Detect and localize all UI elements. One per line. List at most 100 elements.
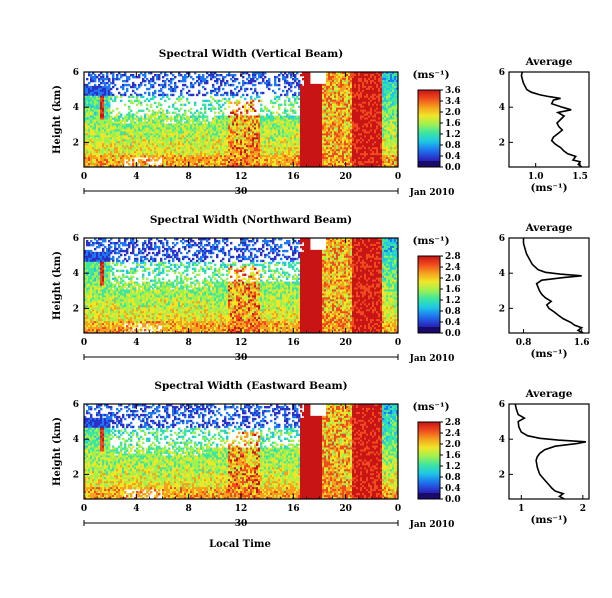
heatmap-cell [164,100,166,102]
heatmap-cell [154,82,156,84]
heatmap-cell [226,94,228,96]
heatmap-cell [238,108,240,110]
heatmap-cell [174,76,176,78]
heatmap-cell [242,76,244,78]
heatmap-cell [254,84,256,86]
heatmap-cell [174,90,176,92]
heatmap-cell [124,104,126,106]
heatmap-cell [140,104,142,106]
heatmap-cell [124,94,126,96]
heatmap-cell [254,110,256,112]
heatmap-cell [86,78,88,80]
heatmap-cell [232,84,234,86]
heatmap-cell [144,84,146,86]
heatmap-cell [198,92,200,94]
heatmap-cell [170,82,172,84]
heatmap-cell [214,112,216,114]
heatmap-cell [114,100,116,102]
heatmap-cell [128,78,130,80]
heatmap-cell [168,112,170,114]
heatmap-cell [164,86,166,88]
heatmap-cell [242,94,244,96]
heatmap-cell [236,86,238,88]
heatmap-cell [228,106,230,108]
heatmap-cell [206,92,208,94]
heatmap-cell [216,94,218,96]
heatmap-cell [262,92,264,94]
heatmap-cell [192,94,194,96]
heatmap-cell [142,96,144,98]
heatmap-cell [180,108,182,110]
heatmap-cell [174,102,176,104]
heatmap-cell [166,74,168,76]
heatmap-cell [122,88,124,90]
heatmap-cell [116,88,118,90]
heatmap-cell [188,90,190,92]
heatmap-cell [274,92,276,94]
heatmap-cell [114,84,116,86]
heatmap-cell [278,80,280,82]
heatmap-cell [148,110,150,112]
heatmap-cell [146,104,148,106]
heatmap-cell [132,96,134,98]
heatmap-cell [278,108,280,110]
figure: Spectral Width (Vertical Beam)0 4 8 12 16 20 0… [0,0,612,598]
heatmap-cell [220,84,222,86]
heatmap-cell [154,92,156,94]
heatmap-cell [238,102,240,104]
heatmap-cell [258,96,260,98]
heatmap-cell [246,88,248,90]
heatmap-cell [142,110,144,112]
heatmap-cell [268,88,270,90]
heatmap-cell [94,80,96,82]
heatmap-cell [214,108,216,110]
heatmap-cell [116,108,118,110]
heatmap-cell [194,104,196,106]
heatmap-cell [218,90,220,92]
heatmap-cell [284,104,286,106]
heatmap-cell [154,96,156,98]
heatmap [84,72,398,167]
heatmap-cell [172,94,174,96]
heatmap-cell [280,94,282,96]
heatmap-cell [236,78,238,80]
heatmap-cell [244,98,246,100]
heatmap-cell [192,86,194,88]
heatmap-cell [126,90,128,92]
heatmap-cell [160,104,162,106]
heatmap-cell [204,112,206,114]
heatmap-cell [238,82,240,84]
heatmap-cell [168,98,170,100]
heatmap-cell [182,88,184,90]
heatmap-cell [278,98,280,100]
heatmap-cell [176,86,178,88]
heatmap-cell [246,94,248,96]
heatmap-cell [200,108,202,110]
heatmap-cell [216,82,218,84]
heatmap-cell [234,74,236,76]
heatmap-cell [272,106,274,108]
heatmap-cell [186,86,188,88]
heatmap-cell [184,80,186,82]
heatmap-cell [148,94,150,96]
heatmap-cell [192,78,194,80]
heatmap-cell [278,88,280,90]
heatmap-cell [230,102,232,104]
heatmap-cell [264,76,266,78]
heatmap-cell [184,104,186,106]
heatmap-cell [236,94,238,96]
heatmap-cell [138,76,140,78]
heatmap-cell [278,84,280,86]
heatmap-cell [190,108,192,110]
heatmap-cell [252,104,254,106]
heatmap-cell [240,88,242,90]
heatmap-cell [206,82,208,84]
heatmap-cell [150,106,152,108]
heatmap-cell [182,96,184,98]
heatmap-cell [280,104,282,106]
panel-1: Spectral Width (Vertical Beam)0 4 8 12 16 20 0… [52,48,589,198]
heatmap-cell [120,100,122,102]
heatmap-cell [222,88,224,90]
heatmap-cell [260,104,262,106]
heatmap-cell [144,92,146,94]
